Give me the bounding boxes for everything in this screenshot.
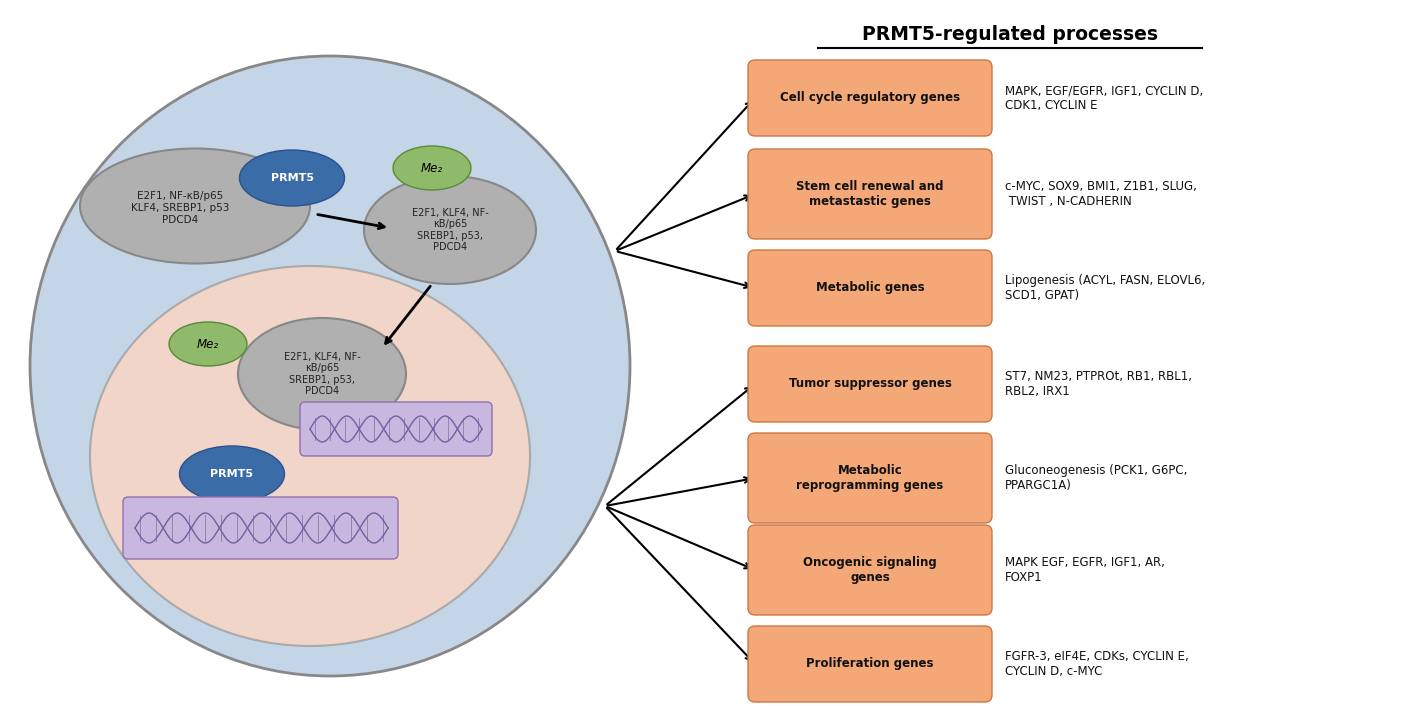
Text: MAPK EGF, EGFR, IGF1, AR,
FOXP1: MAPK EGF, EGFR, IGF1, AR, FOXP1 [1005, 556, 1164, 584]
Text: E2F1, NF-κB/p65
KLF4, SREBP1, p53
PDCD4: E2F1, NF-κB/p65 KLF4, SREBP1, p53 PDCD4 [131, 191, 229, 225]
FancyBboxPatch shape [748, 346, 993, 422]
Text: FGFR-3, eIF4E, CDKs, CYCLIN E,
CYCLIN D, c-MYC: FGFR-3, eIF4E, CDKs, CYCLIN E, CYCLIN D,… [1005, 650, 1189, 678]
Text: Tumor suppressor genes: Tumor suppressor genes [788, 378, 951, 390]
FancyBboxPatch shape [748, 250, 993, 326]
Text: PRMT5: PRMT5 [210, 469, 254, 479]
Ellipse shape [179, 446, 284, 502]
Ellipse shape [240, 150, 345, 206]
Text: E2F1, KLF4, NF-
κB/p65
SREBP1, p53,
PDCD4: E2F1, KLF4, NF- κB/p65 SREBP1, p53, PDCD… [284, 352, 361, 396]
FancyBboxPatch shape [748, 626, 993, 702]
Text: Lipogenesis (ACYL, FASN, ELOVL6,
SCD1, GPAT): Lipogenesis (ACYL, FASN, ELOVL6, SCD1, G… [1005, 274, 1206, 302]
FancyBboxPatch shape [124, 497, 398, 559]
Text: Stem cell renewal and
metastastic genes: Stem cell renewal and metastastic genes [797, 180, 944, 208]
Text: E2F1, KLF4, NF-
κB/p65
SREBP1, p53,
PDCD4: E2F1, KLF4, NF- κB/p65 SREBP1, p53, PDCD… [412, 208, 488, 253]
Text: ST7, NM23, PTPROt, RB1, RBL1,
RBL2, IRX1: ST7, NM23, PTPROt, RB1, RBL1, RBL2, IRX1 [1005, 370, 1191, 398]
Text: PRMT5-regulated processes: PRMT5-regulated processes [862, 25, 1157, 44]
FancyBboxPatch shape [748, 433, 993, 523]
Ellipse shape [364, 176, 535, 284]
Text: Oncogenic signaling
genes: Oncogenic signaling genes [804, 556, 937, 584]
Text: Proliferation genes: Proliferation genes [807, 657, 934, 671]
FancyBboxPatch shape [748, 525, 993, 615]
Ellipse shape [89, 266, 530, 646]
Text: PRMT5: PRMT5 [270, 173, 314, 183]
Ellipse shape [239, 318, 406, 430]
Ellipse shape [80, 148, 310, 263]
Ellipse shape [30, 56, 630, 676]
Text: c-MYC, SOX9, BMI1, Z1B1, SLUG,
 TWIST , N-CADHERIN: c-MYC, SOX9, BMI1, Z1B1, SLUG, TWIST , N… [1005, 180, 1197, 208]
FancyBboxPatch shape [748, 60, 993, 136]
FancyBboxPatch shape [748, 149, 993, 239]
Ellipse shape [169, 322, 247, 366]
Text: Me₂: Me₂ [420, 162, 443, 174]
Text: Me₂: Me₂ [197, 337, 219, 350]
Text: Gluconeogenesis (PCK1, G6PC,
PPARGC1A): Gluconeogenesis (PCK1, G6PC, PPARGC1A) [1005, 464, 1187, 492]
Text: Cell cycle regulatory genes: Cell cycle regulatory genes [780, 92, 960, 104]
Text: Metabolic genes: Metabolic genes [815, 282, 924, 294]
Text: MAPK, EGF/EGFR, IGF1, CYCLIN D,
CDK1, CYCLIN E: MAPK, EGF/EGFR, IGF1, CYCLIN D, CDK1, CY… [1005, 84, 1203, 112]
Ellipse shape [393, 146, 471, 190]
FancyBboxPatch shape [300, 402, 491, 456]
Text: Metabolic
reprogramming genes: Metabolic reprogramming genes [797, 464, 944, 492]
